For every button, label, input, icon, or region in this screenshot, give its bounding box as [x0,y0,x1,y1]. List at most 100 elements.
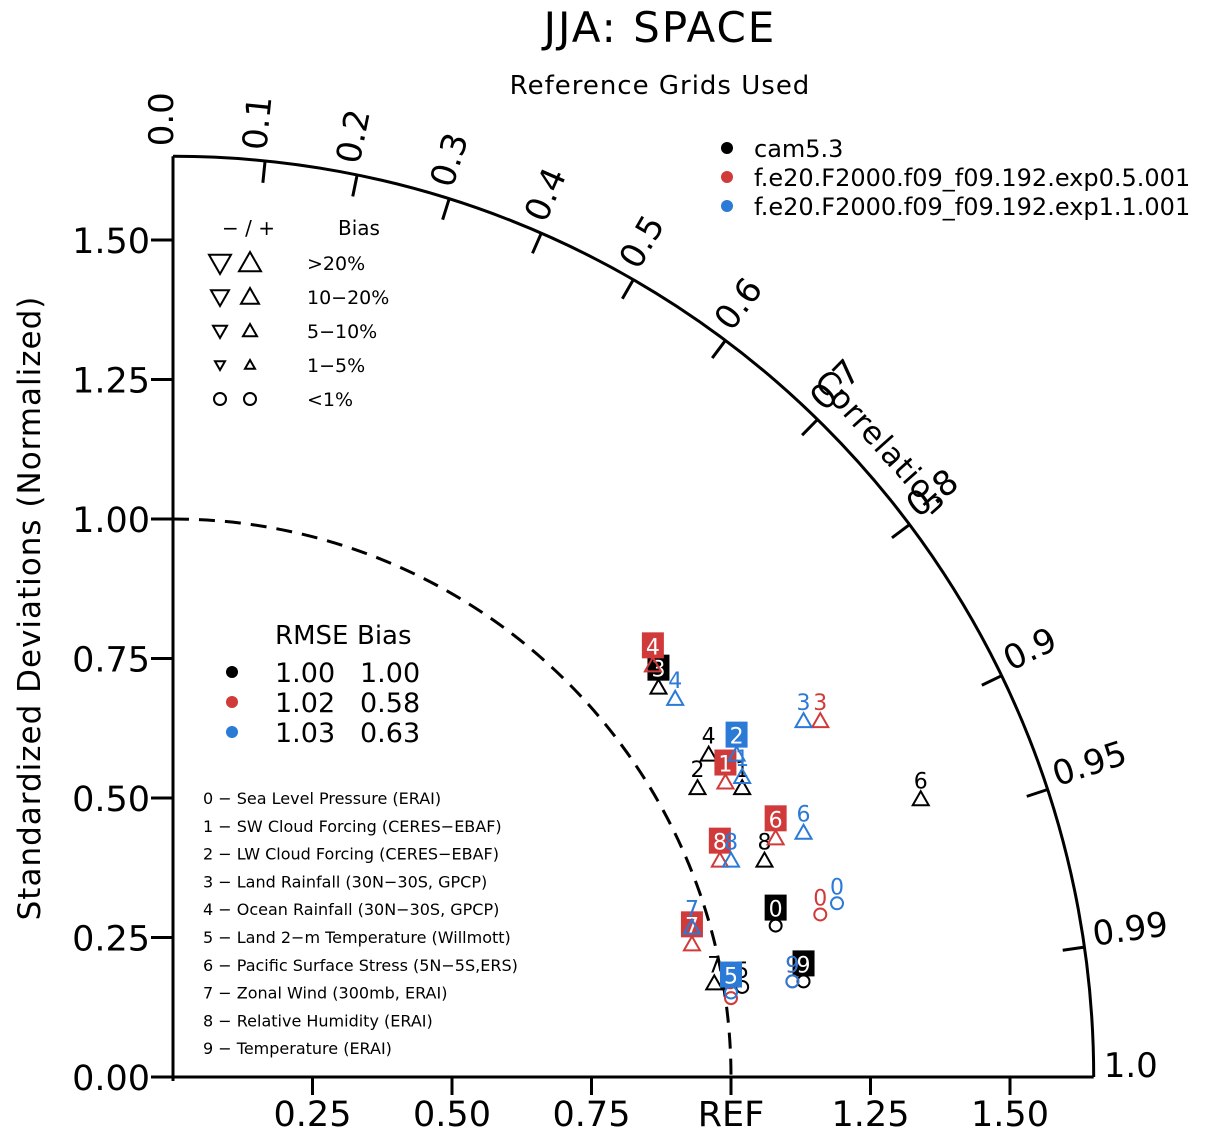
point-label: 3 [813,691,827,716]
x-tick-label: 0.50 [413,1095,491,1135]
bias-value: 0.58 [360,688,420,719]
point-label: 2 [691,758,705,783]
corr-tick-mark [621,278,635,300]
data-point: 1 [714,749,737,790]
point-label: 4 [668,669,682,694]
point-marker-triangle [726,744,747,762]
corr-tick-mark [531,232,543,254]
point-marker-triangle [710,850,730,868]
point-marker-triangle [643,655,663,673]
point-label: 8 [713,831,727,856]
corr-tick-mark [711,339,727,359]
x-axis-ticks: 0.25 0.50 0.75 REF 1.25 1.50 [274,1077,1049,1135]
data-point: 0 [830,875,845,911]
corr-tick-mark [441,198,451,221]
data-points: 01234567890134567890123456789 [641,632,931,1006]
point-label: 0 [813,886,827,911]
point-marker-triangle [793,822,814,840]
point-marker-triangle [687,778,708,796]
outer-arc [172,154,1096,1078]
point-label: 3 [651,658,665,683]
variable-list-item: 3 − Land Rainfall (30N−30S, GPCP) [203,872,487,891]
corr-tick-mark [351,174,359,197]
corr-tick-label: 0.6 [707,271,771,338]
data-point: 6 [764,805,787,846]
point-label: 0 [769,898,783,923]
variable-list-item: 5 − Land 2−m Temperature (Willmott) [203,928,511,947]
variable-list-item: 8 − Relative Humidity (ERAI) [203,1011,433,1030]
corr-tick-mark [981,674,1003,687]
x-tick-label: REF [698,1095,765,1135]
point-marker-circle [724,991,738,1006]
variable-list-item: 1 − SW Cloud Forcing (CERES−EBAF) [203,817,502,836]
point-marker-triangle [793,711,814,729]
corr-tick-label: 0.9 [997,620,1063,680]
bias-key-label: <1% [307,389,353,411]
data-point: 6 [910,769,931,807]
corr-tick-label: 0.1 [235,94,280,152]
corr-tick-label: 0.0 [142,92,182,146]
variable-list-item: 6 − Pacific Surface Stress (5N−5S,ERS) [203,956,518,975]
y-tick-label: 0.50 [72,780,150,820]
data-point: 3 [810,691,831,729]
point-marker-circle [785,974,800,989]
data-point: 6 [793,803,814,840]
data-point: 8 [721,831,741,868]
rmse-row-marker [226,696,238,708]
point-label: 1 [735,747,749,772]
legend-label: cam5.3 [754,135,843,163]
point-label-box [764,805,787,832]
bias-key-label: >20% [307,253,365,275]
point-label: 8 [757,831,771,856]
bias-key-down-marker [209,289,231,309]
y-tick-label: 0.25 [72,920,150,960]
bias-key-label: 1−5% [307,355,365,377]
bias-key-header: Bias [338,216,380,240]
point-label: 2 [730,725,744,750]
bias-key-circle-marker [213,392,227,406]
point-label-box [792,950,815,977]
point-label: 6 [769,808,783,833]
point-marker-triangle [754,850,775,868]
point-label: 0 [830,875,844,900]
legend-marker [721,142,733,154]
data-point: 8 [754,831,775,868]
data-point: 8 [708,827,731,868]
y-tick-label: 1.25 [72,362,150,402]
data-point: 0 [813,886,828,922]
bias-key: − / + Bias >20% 10−20% 5−10% 1−5% <1% [207,216,389,411]
bias-value: 0.63 [360,718,420,749]
point-label: 7 [685,898,699,923]
y-axis-ticks: 0.00 0.25 0.50 0.75 1.00 1.25 1.50 [72,222,173,1099]
bias-header: Bias [357,621,412,651]
data-point: 4 [665,669,685,706]
bias-key-up-marker [237,249,263,273]
y-tick-label: 1.50 [72,222,150,262]
correlation-axis-label: Correlation [807,363,955,523]
point-marker-triangle [765,828,786,846]
data-point: 1 [732,747,752,784]
legend-label: f.e20.F2000.f09_f09.192.exp1.1.001 [754,193,1190,221]
legend-label: f.e20.F2000.f09_f09.192.exp0.5.001 [754,164,1190,192]
point-marker-triangle [810,711,831,729]
legend-marker [721,171,733,183]
variable-list-item: 4 − Ocean Rainfall (30N−30S, GPCP) [203,900,499,919]
corr-tick-label: 1.0 [1104,1046,1158,1086]
chart-subtitle: Reference Grids Used [510,71,811,101]
point-marker-circle [830,896,845,911]
point-label: 5 [724,965,738,990]
corr-tick-label: 0.2 [329,106,379,167]
corr-tick-label: 0.95 [1047,733,1131,795]
corr-tick-mark [1062,945,1085,952]
corr-tick-label: 0.4 [517,162,575,228]
rmse-header: RMSE [275,621,348,651]
point-label: 7 [707,953,721,978]
point-label: 8 [724,831,738,856]
bias-key-label: 5−10% [307,321,377,343]
point-label-box [764,894,787,921]
variable-list-item: 7 − Zonal Wind (300mb, ERAI) [203,984,447,1003]
bias-key-down-marker [211,324,229,341]
data-point: 2 [725,721,748,762]
